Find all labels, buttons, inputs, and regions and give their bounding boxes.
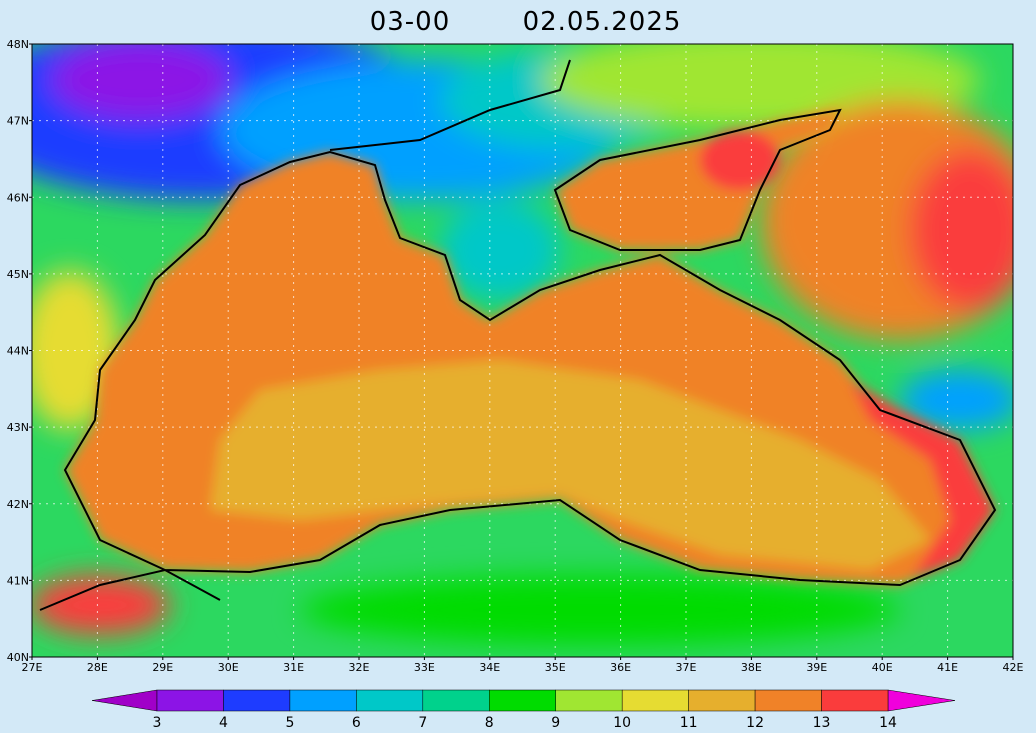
lat-label: 43N [7, 421, 29, 434]
colorbar-box [489, 689, 556, 712]
colorbar-label: 11 [680, 715, 698, 731]
colorbar-label: 5 [285, 715, 294, 731]
colorbar-label: 9 [551, 715, 560, 731]
lon-label: 36E [610, 661, 631, 674]
colorbar-box [621, 689, 689, 712]
lon-label: 34E [479, 661, 500, 674]
lon-label: 38E [741, 661, 762, 674]
lat-label: 40N [7, 651, 29, 664]
colorbar-box [688, 689, 756, 712]
lon-label: 33E [414, 661, 435, 674]
lon-label: 30E [218, 661, 239, 674]
title-time: 03-00 [370, 7, 451, 37]
lat-label: 45N [7, 268, 29, 281]
colorbar: 3 4 5 6 7 8 9 10 11 12 13 14 [91, 689, 956, 731]
colorbar-box [821, 689, 889, 712]
colorbar-label: 14 [879, 715, 897, 731]
lon-label: 37E [676, 661, 697, 674]
lat-label: 46N [7, 191, 29, 204]
lat-label: 48N [7, 38, 29, 51]
lon-label: 40E [872, 661, 893, 674]
lat-label: 47N [7, 115, 29, 128]
colorbar-box [223, 689, 291, 712]
lon-label: 39E [806, 661, 827, 674]
lon-label: 28E [87, 661, 108, 674]
lat-label: 44N [7, 345, 29, 358]
lon-label: 42E [1003, 661, 1024, 674]
lon-label: 35E [545, 661, 566, 674]
colorbar-box [555, 689, 623, 712]
colorbar-label: 4 [219, 715, 228, 731]
map-field [32, 44, 1013, 657]
colorbar-label: 7 [418, 715, 427, 731]
lon-label: 41E [937, 661, 958, 674]
title-date: 02.05.2025 [523, 7, 682, 37]
colorbar-box [356, 689, 424, 712]
lon-label: 31E [283, 661, 304, 674]
coastline [39, 59, 997, 611]
colorbar-box [754, 689, 822, 712]
colorbar-label: 8 [485, 715, 494, 731]
lon-label: 29E [152, 661, 173, 674]
lon-label: 27E [22, 661, 43, 674]
lon-label: 32E [349, 661, 370, 674]
colorbar-label: 3 [153, 715, 162, 731]
colorbar-box [422, 689, 490, 712]
colorbar-label: 12 [746, 715, 764, 731]
colorbar-label: 6 [352, 715, 361, 731]
lat-label: 41N [7, 574, 29, 587]
colorbar-label: 13 [813, 715, 831, 731]
colorbar-box [289, 689, 357, 712]
colorbar-label: 10 [613, 715, 631, 731]
lat-label: 42N [7, 498, 29, 511]
colorbar-box [156, 689, 224, 712]
